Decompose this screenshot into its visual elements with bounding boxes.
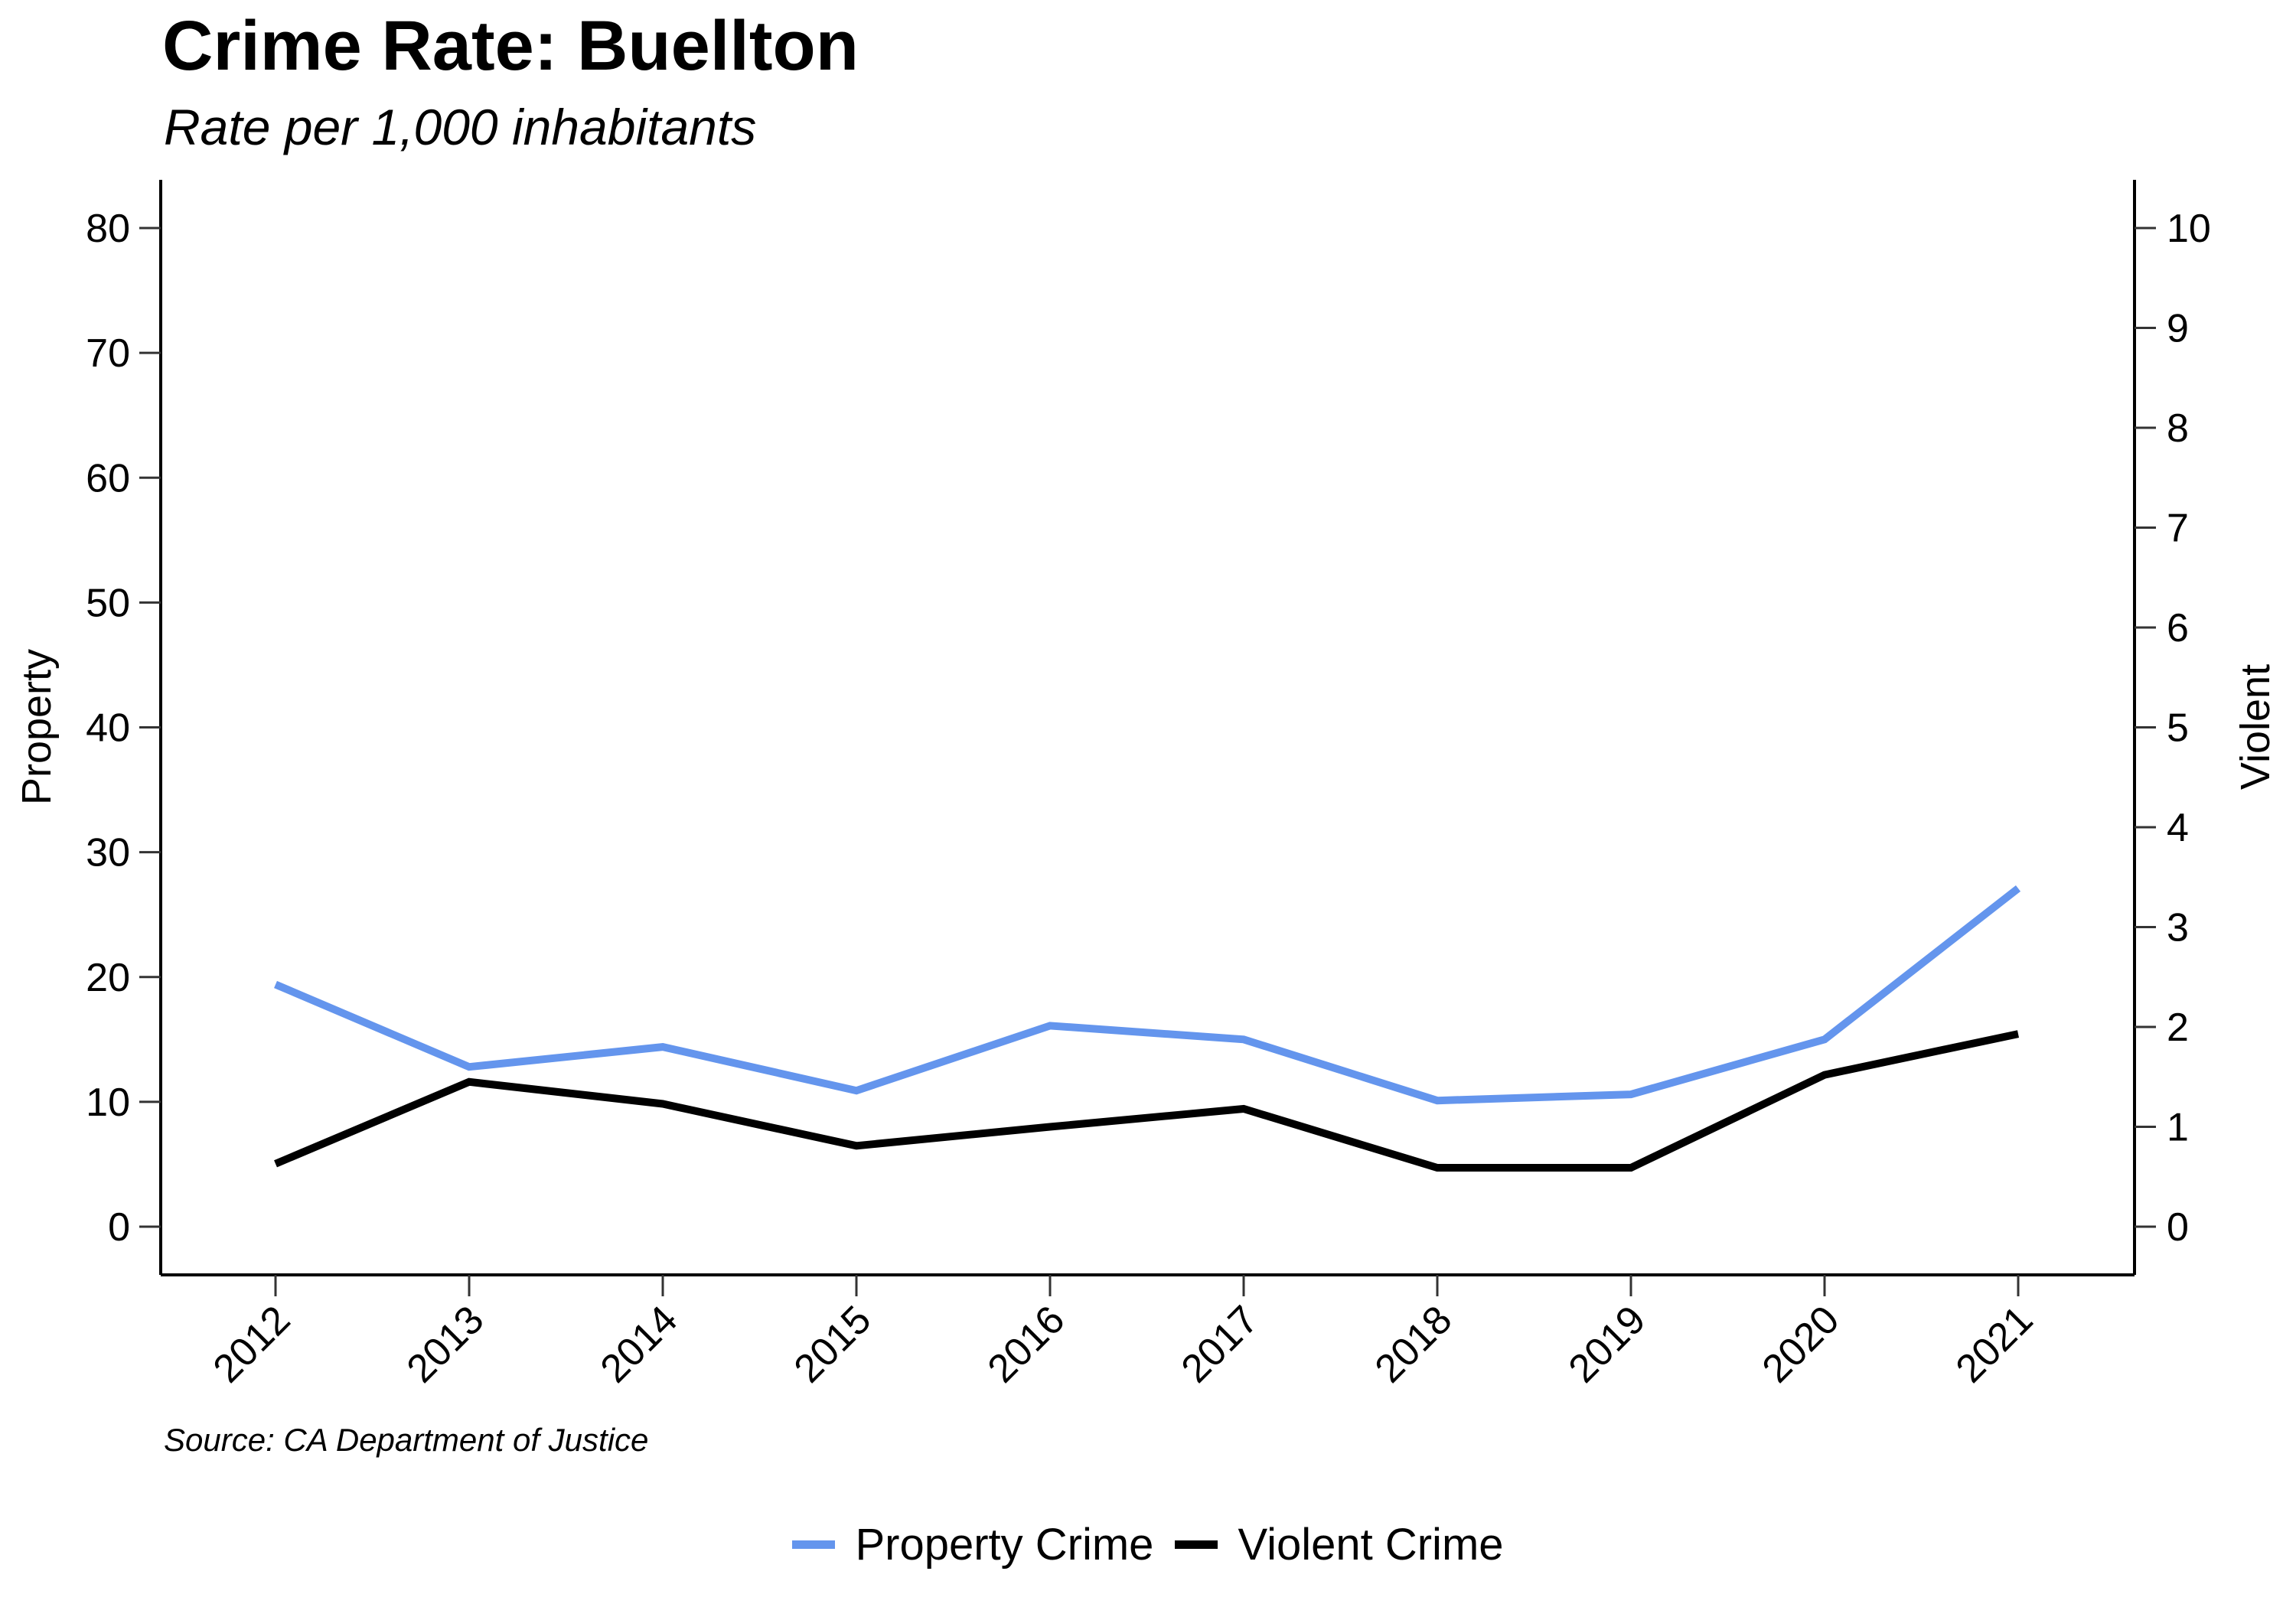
series-lines (274, 885, 2021, 1172)
chart-title: Crime Rate: Buellton (162, 7, 859, 85)
y-left-tick-label: 0 (108, 1205, 130, 1250)
y-right-tick-label: 8 (2167, 406, 2189, 451)
legend-swatch-violent (1175, 1540, 1218, 1549)
y-left-tick-label: 10 (86, 1081, 130, 1125)
y-left-tick-label: 70 (86, 331, 130, 376)
y-left-tick-label: 60 (86, 456, 130, 500)
legend-label-property: Property Crime (855, 1520, 1154, 1570)
legend-item-violent[interactable]: Violent Crime (1175, 1519, 1504, 1570)
legend-item-property[interactable]: Property Crime (792, 1519, 1153, 1570)
y-axis-left-title: Property (14, 649, 60, 805)
x-tick-label: 2017 (1173, 1297, 1267, 1391)
y-right-tick-label: 1 (2167, 1106, 2189, 1150)
y-right-tick-label: 10 (2167, 207, 2211, 251)
y-right-tick-label: 3 (2167, 906, 2189, 950)
legend: Property Crime Violent Crime (0, 1519, 2296, 1570)
y-right-tick-label: 9 (2167, 307, 2189, 351)
series-line-violent (274, 1030, 2020, 1172)
y-left-tick-label: 30 (86, 831, 130, 875)
y-left-tick-label: 20 (86, 956, 130, 1000)
y-left-tick-label: 50 (86, 581, 130, 625)
x-tick-label: 2015 (786, 1297, 880, 1391)
x-tick-label: 2016 (980, 1297, 1074, 1391)
x-tick-label: 2013 (399, 1297, 493, 1391)
y-right-tick-label: 2 (2167, 1006, 2189, 1050)
x-tick-label: 2019 (1561, 1297, 1655, 1391)
x-tick-label: 2012 (205, 1297, 299, 1391)
y-right-tick-label: 0 (2167, 1205, 2189, 1250)
series-line-property (274, 885, 2021, 1105)
y-left-tick-label: 80 (86, 207, 130, 251)
x-tick-label: 2014 (592, 1297, 687, 1391)
source-note: Source: CA Department of Justice (164, 1422, 649, 1458)
y-axis-right-title: Violent (2232, 664, 2278, 790)
y-right-tick-label: 6 (2167, 606, 2189, 650)
x-tick-label: 2020 (1754, 1297, 1848, 1391)
y-left-tick-label: 40 (86, 706, 130, 751)
x-tick-label: 2018 (1367, 1297, 1461, 1391)
y-right-tick-label: 5 (2167, 706, 2189, 751)
legend-label-violent: Violent Crime (1238, 1520, 1504, 1570)
legend-swatch-property (792, 1540, 836, 1549)
y-right-tick-label: 4 (2167, 806, 2189, 850)
axes: 0 10 20 30 40 50 60 70 80 0 1 2 3 4 5 6 7 8 9 10 2012 2013 201… (86, 180, 2211, 1391)
x-tick-label: 2021 (1948, 1297, 2042, 1391)
chart-subtitle: Rate per 1,000 inhabitants (164, 99, 757, 155)
y-right-tick-label: 7 (2167, 507, 2189, 551)
